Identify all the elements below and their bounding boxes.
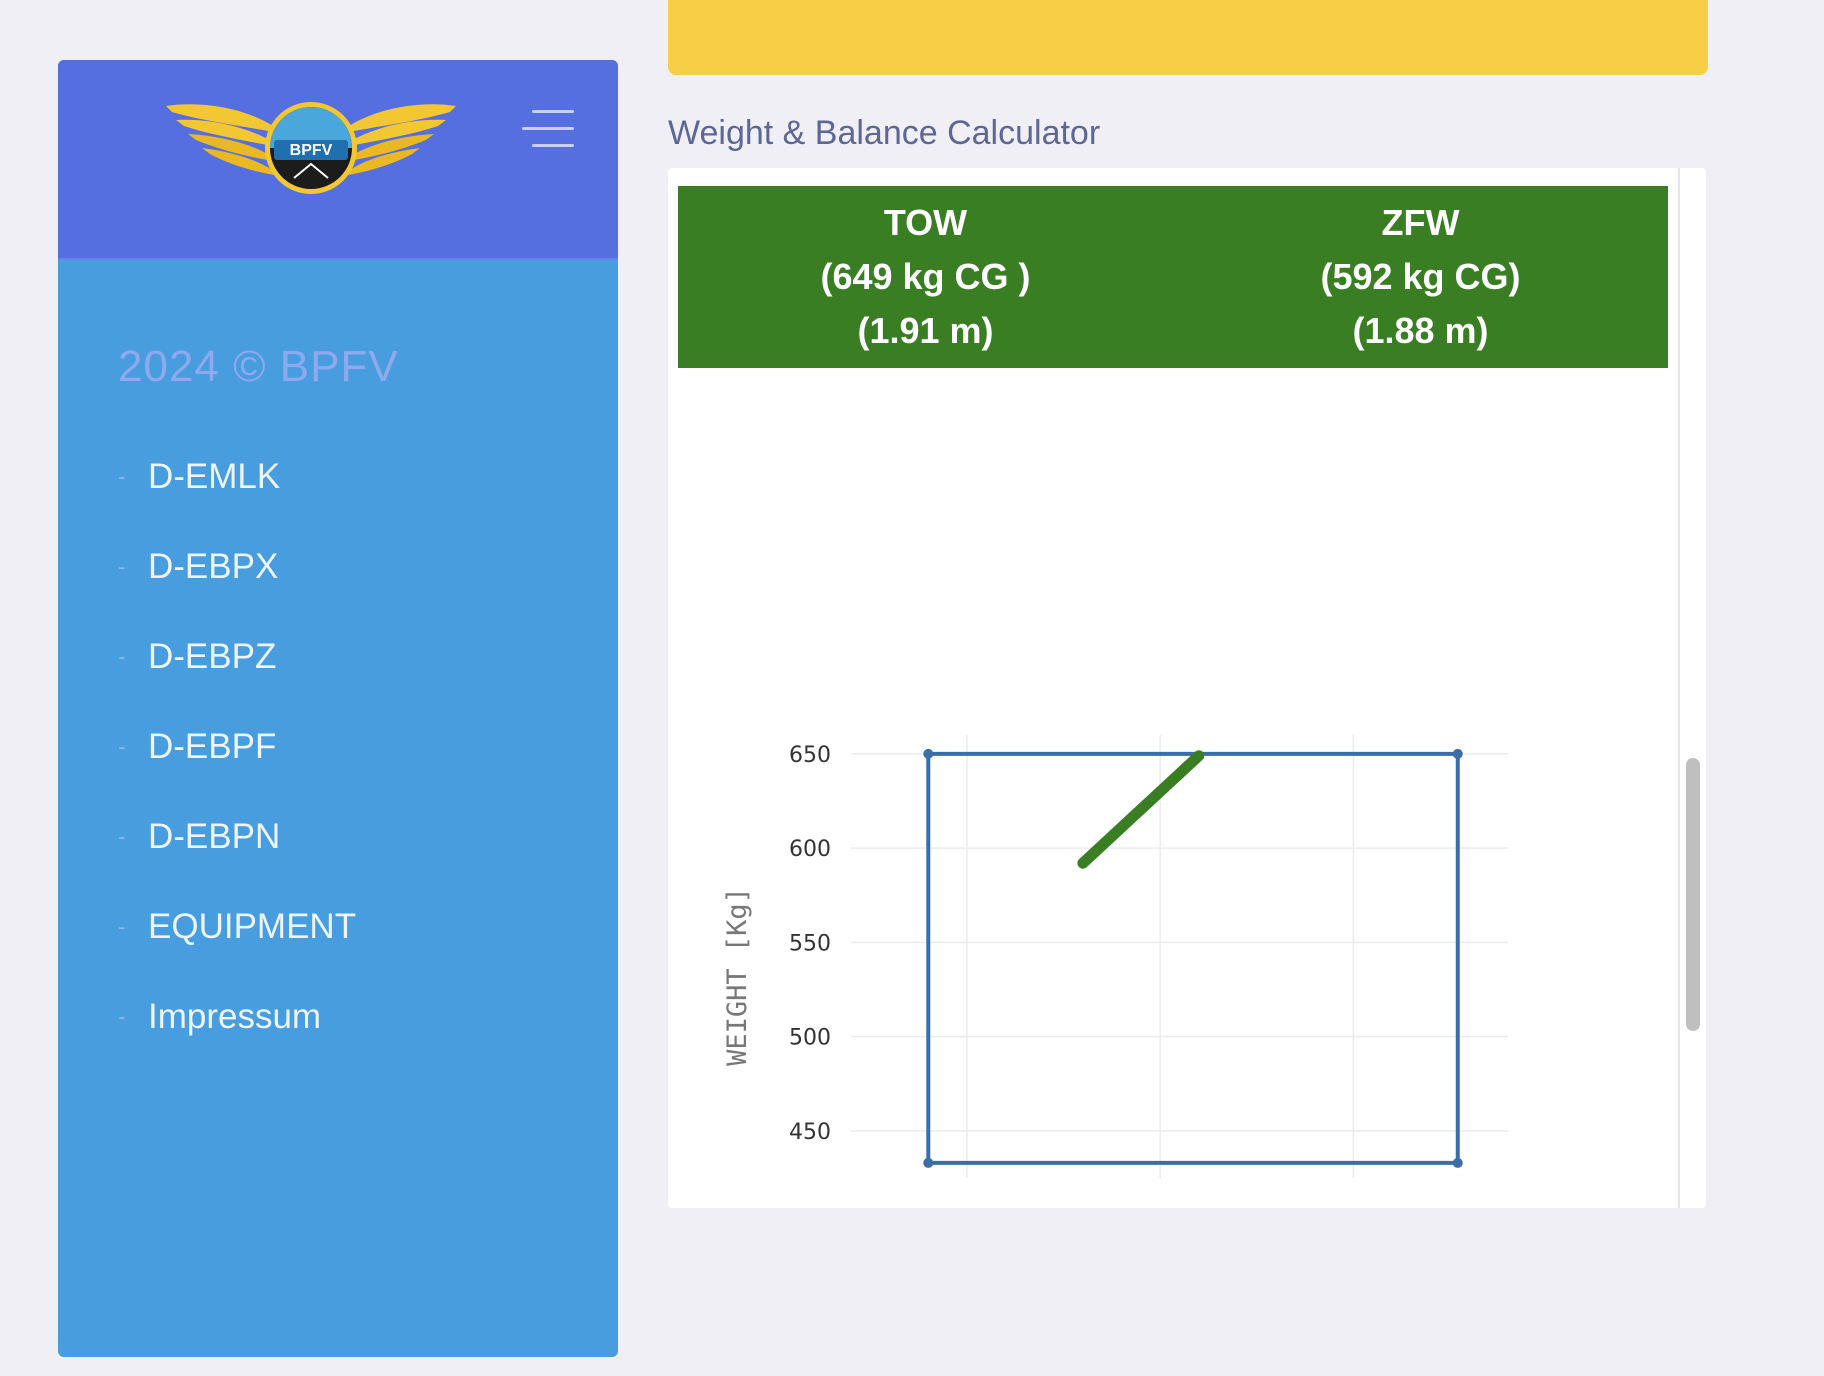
sidebar-item-label: Impressum — [148, 997, 322, 1036]
scrollbar-thumb[interactable] — [1686, 758, 1700, 1031]
bullet-dash: - — [118, 824, 126, 849]
sidebar-item-d-emlk[interactable]: - D-EMLK — [118, 432, 356, 522]
bullet-dash: - — [118, 1004, 126, 1029]
page-title: Weight & Balance Calculator — [668, 114, 1101, 152]
sidebar-item-label: D-EBPX — [148, 547, 279, 586]
card-divider — [1678, 168, 1680, 1208]
load-cg-line — [1077, 750, 1205, 869]
sidebar-header: BPFV — [58, 60, 618, 260]
sidebar-item-d-ebpx[interactable]: - D-EBPX — [118, 522, 356, 612]
sidebar-nav: - D-EMLK - D-EBPX - D-EBPZ - D-EBPF - D-… — [118, 432, 356, 1062]
zfw-cg: (1.88 m) — [1352, 310, 1489, 351]
zfw-label: ZFW — [1381, 202, 1460, 243]
tow-weight: (649 kg CG ) — [820, 256, 1031, 297]
sidebar-item-label: D-EBPN — [148, 817, 281, 856]
bullet-dash: - — [118, 644, 126, 669]
y-tick-label: 500 — [789, 1026, 831, 1051]
sidebar-item-label: D-EBPZ — [148, 637, 277, 676]
hamburger-menu-icon[interactable] — [514, 108, 574, 156]
envelope-point — [923, 1157, 934, 1168]
sidebar-item-d-ebpn[interactable]: - D-EBPN — [118, 792, 356, 882]
y-tick-label: 550 — [789, 931, 831, 956]
envelope-point — [1452, 748, 1463, 759]
zfw-summary: ZFW (592 kg CG) (1.88 m) — [1173, 186, 1668, 368]
zfw-weight: (592 kg CG) — [1320, 256, 1521, 297]
y-axis-label: WEIGHT [Kg] — [722, 887, 753, 1066]
bullet-dash: - — [118, 554, 126, 579]
sidebar: BPFV 2024 © BPFV - D-EMLK - D-EBPX - D-E… — [58, 60, 618, 1357]
envelope-point — [923, 748, 934, 759]
yellow-banner — [668, 0, 1708, 75]
tow-summary: TOW (649 kg CG ) (1.91 m) — [678, 186, 1173, 368]
tow-cg: (1.91 m) — [857, 310, 994, 351]
bullet-dash: - — [118, 914, 126, 939]
bullet-dash: - — [118, 734, 126, 759]
sidebar-item-d-ebpz[interactable]: - D-EBPZ — [118, 612, 356, 702]
logo-text: BPFV — [290, 142, 333, 159]
tow-label: TOW — [883, 202, 968, 243]
sidebar-item-label: D-EBPF — [148, 727, 277, 766]
envelope-point — [1452, 1157, 1463, 1168]
copyright-text: 2024 © BPFV — [118, 342, 399, 391]
y-tick-label: 650 — [789, 743, 831, 768]
bullet-dash: - — [118, 464, 126, 489]
sidebar-item-label: EQUIPMENT — [148, 907, 357, 946]
sidebar-item-equipment[interactable]: - EQUIPMENT — [118, 882, 356, 972]
sidebar-item-label: D-EMLK — [148, 457, 281, 496]
y-tick-label: 450 — [789, 1120, 831, 1145]
weight-balance-chart[interactable]: 1.851.91.95450500550600650WEIGHT [Kg] — [668, 518, 1668, 1198]
sidebar-item-impressum[interactable]: - Impressum — [118, 972, 356, 1062]
y-tick-label: 600 — [789, 837, 831, 862]
calculator-card: TOW (649 kg CG ) (1.91 m) ZFW (592 kg CG… — [668, 168, 1706, 1208]
sidebar-item-d-ebpf[interactable]: - D-EBPF — [118, 702, 356, 792]
weight-summary-panel: TOW (649 kg CG ) (1.91 m) ZFW (592 kg CG… — [678, 186, 1668, 368]
cg-envelope-line — [926, 751, 1460, 1165]
bpfv-logo[interactable]: BPFV — [166, 82, 456, 212]
